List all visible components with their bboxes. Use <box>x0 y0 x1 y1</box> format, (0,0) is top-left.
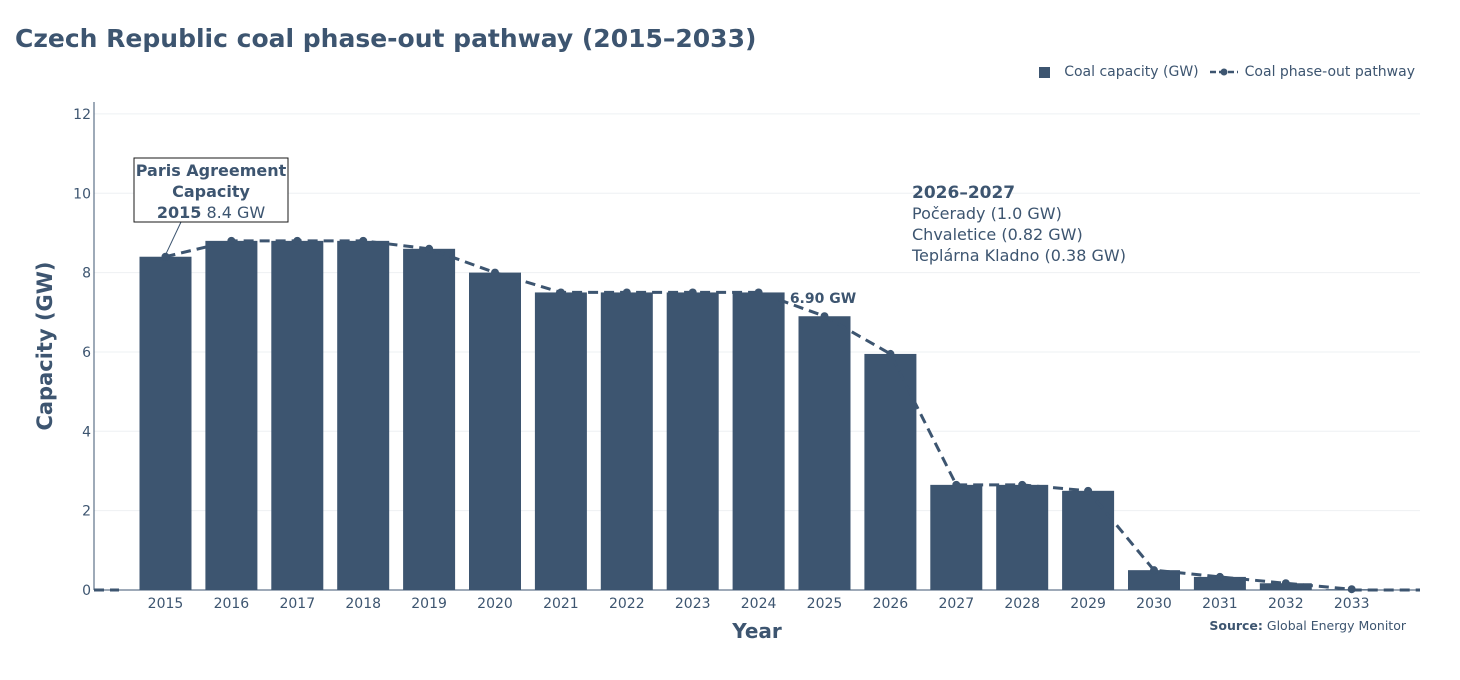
x-tick-label: 2017 <box>279 596 315 612</box>
x-tick-label: 2032 <box>1268 596 1304 612</box>
x-tick-label: 2024 <box>741 596 777 612</box>
bar <box>996 484 1049 590</box>
legend-bar-label: Coal capacity (GW) <box>1064 64 1199 80</box>
y-tick-labels: 0 2 4 6 8 10 12 <box>73 107 91 599</box>
pathway-point <box>820 312 829 321</box>
legend: Coal capacity (GW) Coal phase-out pathwa… <box>1029 64 1415 80</box>
closures-annotation: 2026–2027 Počerady (1.0 GW) Chvaletice (… <box>911 183 1126 265</box>
pathway-point <box>1215 572 1224 581</box>
bar <box>271 240 324 590</box>
paris-annotation-arrow <box>164 221 182 257</box>
paris-annotation-line1: Paris Agreement <box>136 161 287 180</box>
axes <box>93 102 1420 591</box>
x-tick-label: 2018 <box>345 596 381 612</box>
x-tick-label: 2020 <box>477 596 513 612</box>
pathway-point <box>1084 486 1093 495</box>
bar <box>403 248 456 590</box>
bar <box>798 316 851 590</box>
bar <box>1128 570 1180 590</box>
bar <box>337 240 390 590</box>
bar <box>1062 490 1115 590</box>
x-tick-label: 2015 <box>148 596 184 612</box>
bar <box>930 484 983 590</box>
pathway-point <box>425 244 434 253</box>
x-tick-label: 2027 <box>938 596 974 612</box>
y-axis-title: Capacity (GW) <box>33 261 57 430</box>
x-tick-label: 2031 <box>1202 596 1238 612</box>
legend-bar-swatch <box>1039 66 1051 78</box>
pathway-point <box>1150 566 1158 575</box>
bar <box>469 272 521 590</box>
closures-heading: 2026–2027 <box>912 183 1015 203</box>
pathway-point <box>952 480 961 489</box>
bar <box>864 353 917 590</box>
paris-annotation-value: 8.4 GW <box>206 203 265 222</box>
x-tick-label: 2033 <box>1334 596 1370 612</box>
paris-annotation-line2: Capacity <box>172 182 250 201</box>
pathway-point <box>1018 480 1027 489</box>
pathway-point <box>622 288 631 297</box>
y-tick-label: 10 <box>73 186 91 202</box>
x-tick-label: 2019 <box>411 596 447 612</box>
legend-item-line[interactable]: Coal phase-out pathway <box>1209 64 1415 80</box>
pathway-point <box>688 288 697 297</box>
x-tick-label: 2016 <box>214 596 250 612</box>
pathway-point <box>359 236 368 245</box>
source-label: Source: <box>1209 618 1263 633</box>
x-axis-title: Year <box>731 619 782 643</box>
y-tick-label: 6 <box>82 345 91 361</box>
y-tick-label: 2 <box>82 504 91 520</box>
paris-annotation-line3: 2015 8.4 GW <box>157 203 266 222</box>
y-tick-label: 0 <box>82 583 91 599</box>
paris-annotation-box <box>133 157 289 223</box>
bar <box>666 292 719 590</box>
bar <box>600 292 653 590</box>
legend-line-label: Coal phase-out pathway <box>1244 64 1415 80</box>
bar <box>534 292 587 590</box>
closures-item: Počerady (1.0 GW) <box>912 204 1062 223</box>
pathway-point <box>491 268 499 277</box>
x-tick-label: 2021 <box>543 596 579 612</box>
x-tick-label: 2022 <box>609 596 645 612</box>
pathway-point <box>1347 585 1356 594</box>
y-tick-label: 4 <box>82 424 91 440</box>
closures-item: Chvaletice (0.82 GW) <box>912 225 1083 244</box>
bar-series <box>139 240 1378 590</box>
y-tick-label: 12 <box>73 107 91 123</box>
pathway-point <box>1281 579 1290 588</box>
x-tick-label: 2025 <box>807 596 843 612</box>
pathway-point <box>293 236 302 245</box>
x-tick-labels: 2015 2016 2017 2018 2019 2020 2021 2022 2023 2024… <box>148 596 1370 612</box>
x-tick-label: 2028 <box>1004 596 1040 612</box>
pathway-point <box>886 349 895 358</box>
source-text: Global Energy Monitor <box>1266 618 1406 633</box>
y-tick-label: 8 <box>82 266 91 282</box>
paris-annotation-year: 2015 <box>157 203 202 222</box>
pathway-point <box>227 236 236 245</box>
pathway-point <box>161 252 170 261</box>
bar <box>139 256 192 590</box>
point-label-2025: 6.90 GW <box>790 291 856 307</box>
paris-annotation: Paris Agreement Capacity 2015 8.4 GW <box>133 157 289 257</box>
source-note: Source: Global Energy Monitor <box>1209 618 1406 633</box>
x-tick-label: 2029 <box>1070 596 1106 612</box>
bar <box>205 240 258 590</box>
bar <box>1193 576 1246 590</box>
chart-title: Czech Republic coal phase-out pathway (2… <box>15 24 757 53</box>
x-tick-label: 2030 <box>1136 596 1172 612</box>
x-tick-label: 2023 <box>675 596 711 612</box>
pathway-point <box>556 288 565 297</box>
legend-line-swatch <box>1209 68 1238 76</box>
legend-item-bar[interactable]: Coal capacity (GW) <box>1039 64 1199 80</box>
pathway-point <box>754 288 763 297</box>
x-tick-label: 2026 <box>873 596 909 612</box>
closures-item: Teplárna Kladno (0.38 GW) <box>911 246 1126 265</box>
bar <box>732 292 785 590</box>
